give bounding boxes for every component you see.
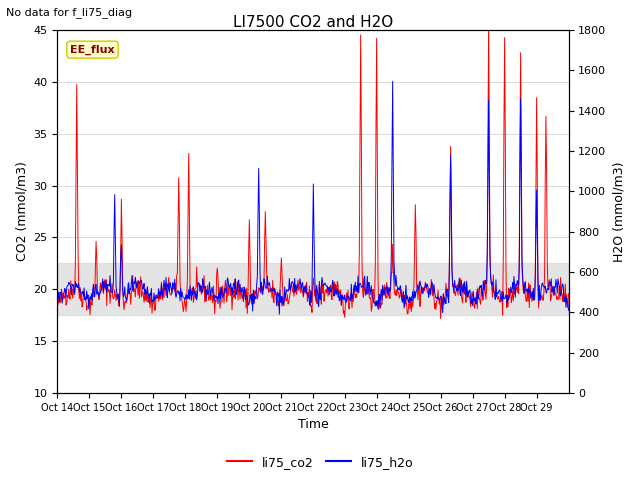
X-axis label: Time: Time: [298, 419, 328, 432]
Y-axis label: CO2 (mmol/m3): CO2 (mmol/m3): [15, 162, 28, 262]
Text: EE_flux: EE_flux: [70, 45, 115, 55]
Y-axis label: H2O (mmol/m3): H2O (mmol/m3): [612, 161, 625, 262]
Title: LI7500 CO2 and H2O: LI7500 CO2 and H2O: [233, 15, 393, 30]
Legend: li75_co2, li75_h2o: li75_co2, li75_h2o: [221, 451, 419, 474]
Text: No data for f_li75_diag: No data for f_li75_diag: [6, 7, 132, 18]
Bar: [58, 264, 568, 315]
